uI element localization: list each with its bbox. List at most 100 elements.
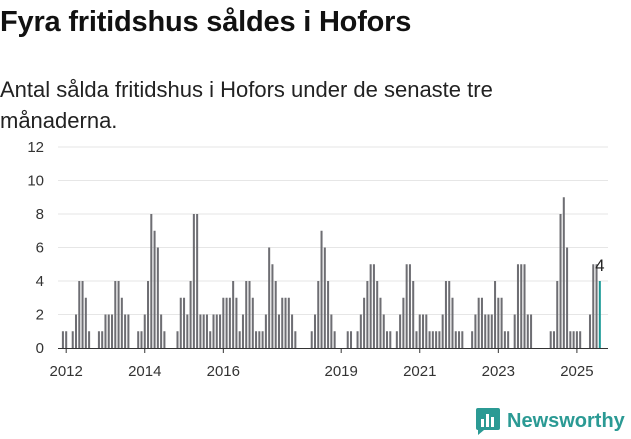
bar <box>209 331 212 348</box>
bar <box>356 331 359 348</box>
x-tick-label: 2021 <box>403 363 436 380</box>
chart-title: Fyra fritidshus såldes i Hofors <box>0 6 412 38</box>
bar <box>431 331 434 348</box>
bar <box>261 331 264 348</box>
bar <box>598 281 601 348</box>
bar <box>562 197 565 348</box>
bar <box>150 214 153 348</box>
bar <box>480 297 483 348</box>
x-tick-label: 2023 <box>482 363 515 380</box>
bar <box>477 297 480 348</box>
bar <box>333 331 336 348</box>
bar <box>549 331 552 348</box>
bar <box>71 331 74 348</box>
bar <box>163 331 166 348</box>
bar <box>363 297 366 348</box>
bar <box>320 230 323 348</box>
y-tick-label: 2 <box>36 307 44 324</box>
bar <box>310 331 313 348</box>
bar <box>461 331 464 348</box>
bar <box>595 264 598 348</box>
x-tick-label: 2025 <box>560 363 593 380</box>
bar <box>222 297 225 348</box>
bar <box>395 331 398 348</box>
bar <box>251 297 254 348</box>
bar <box>74 314 78 348</box>
bar <box>428 331 431 348</box>
bar <box>405 264 408 348</box>
bar <box>241 314 244 348</box>
bar <box>487 314 490 348</box>
bar <box>291 314 294 348</box>
y-tick-label: 10 <box>27 173 44 190</box>
bar <box>588 314 592 348</box>
bar <box>186 314 189 348</box>
bar <box>402 297 405 348</box>
bar <box>451 297 454 348</box>
bar <box>189 281 192 348</box>
bar <box>454 331 457 348</box>
bar <box>84 297 87 348</box>
bar <box>490 314 493 348</box>
bar <box>422 314 425 348</box>
bar <box>284 297 287 348</box>
bar <box>386 331 389 348</box>
bar <box>369 264 372 348</box>
bar <box>444 281 447 348</box>
bar <box>366 281 369 348</box>
y-tick-label: 12 <box>27 139 44 156</box>
bar <box>530 314 533 348</box>
bar <box>287 297 290 348</box>
bar <box>317 281 320 348</box>
bar <box>78 281 81 348</box>
bar <box>147 281 150 348</box>
bar <box>516 264 519 348</box>
bar <box>192 214 195 348</box>
bar <box>124 314 127 348</box>
bar <box>494 281 497 348</box>
bar-chart-logo-icon <box>476 408 500 435</box>
y-tick-label: 0 <box>36 340 44 357</box>
bar <box>160 314 163 348</box>
bar <box>579 331 582 348</box>
x-tick-label: 2016 <box>207 363 240 380</box>
bar <box>559 214 562 348</box>
bar <box>271 264 274 348</box>
bar <box>441 314 444 348</box>
bar <box>346 331 349 348</box>
bar <box>418 314 421 348</box>
bar <box>104 314 107 348</box>
bar <box>88 331 91 348</box>
bar <box>219 314 222 348</box>
bar <box>238 331 241 348</box>
bar <box>484 314 487 348</box>
bar <box>277 314 280 348</box>
bar <box>215 314 218 348</box>
bar <box>313 314 317 348</box>
bar <box>359 314 362 348</box>
y-tick-label: 8 <box>36 206 44 223</box>
bar <box>264 314 267 348</box>
bar <box>232 281 235 348</box>
bar <box>438 331 441 348</box>
bar <box>205 314 208 348</box>
bar <box>274 281 277 348</box>
x-tick-label: 2012 <box>49 363 82 380</box>
bar <box>569 331 572 348</box>
bar <box>556 281 559 348</box>
bar <box>101 331 104 348</box>
bar <box>448 281 451 348</box>
bar <box>513 314 516 348</box>
bar <box>199 314 202 348</box>
x-tick-label: 2019 <box>324 363 357 380</box>
bar <box>399 314 402 348</box>
bar <box>458 331 461 348</box>
bar <box>503 331 506 348</box>
bar <box>255 331 258 348</box>
bar <box>497 297 500 348</box>
bar <box>183 297 186 348</box>
bar <box>97 331 100 348</box>
bar <box>137 331 140 348</box>
bar <box>330 314 333 348</box>
